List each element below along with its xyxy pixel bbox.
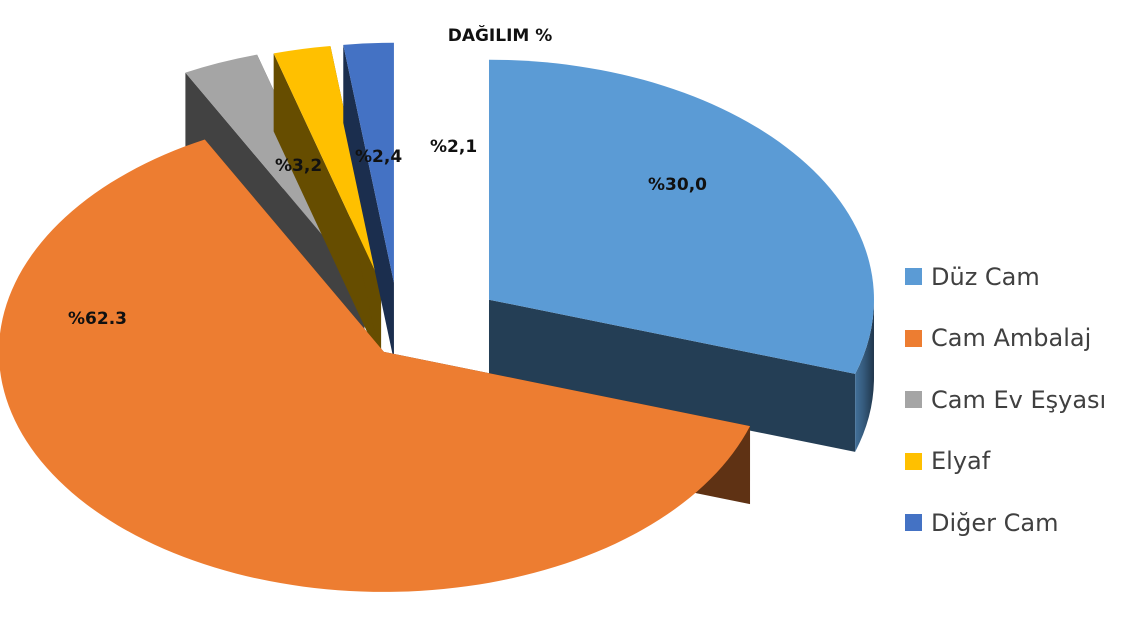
pie-slice-duz-cam	[488, 59, 874, 452]
data-label-cam-ev-esyasi: %3,2	[275, 156, 322, 176]
legend-item-diger-cam: Diğer Cam	[905, 492, 1106, 554]
data-label-duz-cam: %30,0	[648, 175, 707, 195]
legend-item-cam-ambalaj: Cam Ambalaj	[905, 308, 1106, 370]
legend-label: Diğer Cam	[931, 508, 1059, 537]
legend-item-elyaf: Elyaf	[905, 431, 1106, 493]
data-label-cam-ambalaj: %62.3	[68, 309, 127, 329]
legend-swatch	[905, 268, 922, 286]
pie-slice-elyaf	[273, 45, 382, 362]
pie-slice-diger-cam	[343, 42, 394, 361]
legend-swatch	[905, 329, 922, 347]
chart-title: DAĞILIM %	[447, 26, 553, 46]
legend-item-cam-ev-esyasi: Cam Ev Eşyası	[905, 369, 1106, 431]
pie-slice-cam-ambalaj	[0, 139, 751, 592]
legend: Düz Cam Cam Ambalaj Cam Ev Eşyası Elyaf Diğe…	[905, 246, 1106, 554]
legend-label: Elyaf	[931, 447, 991, 476]
data-label-diger-cam: %2,1	[430, 137, 477, 157]
data-label-elyaf: %2,4	[355, 147, 402, 167]
legend-item-duz-cam: Düz Cam	[905, 246, 1106, 308]
legend-swatch	[905, 391, 922, 409]
legend-swatch	[905, 452, 922, 470]
legend-label: Cam Ev Eşyası	[931, 385, 1107, 414]
legend-label: Cam Ambalaj	[931, 324, 1092, 353]
legend-swatch	[905, 514, 922, 532]
legend-label: Düz Cam	[931, 262, 1040, 291]
